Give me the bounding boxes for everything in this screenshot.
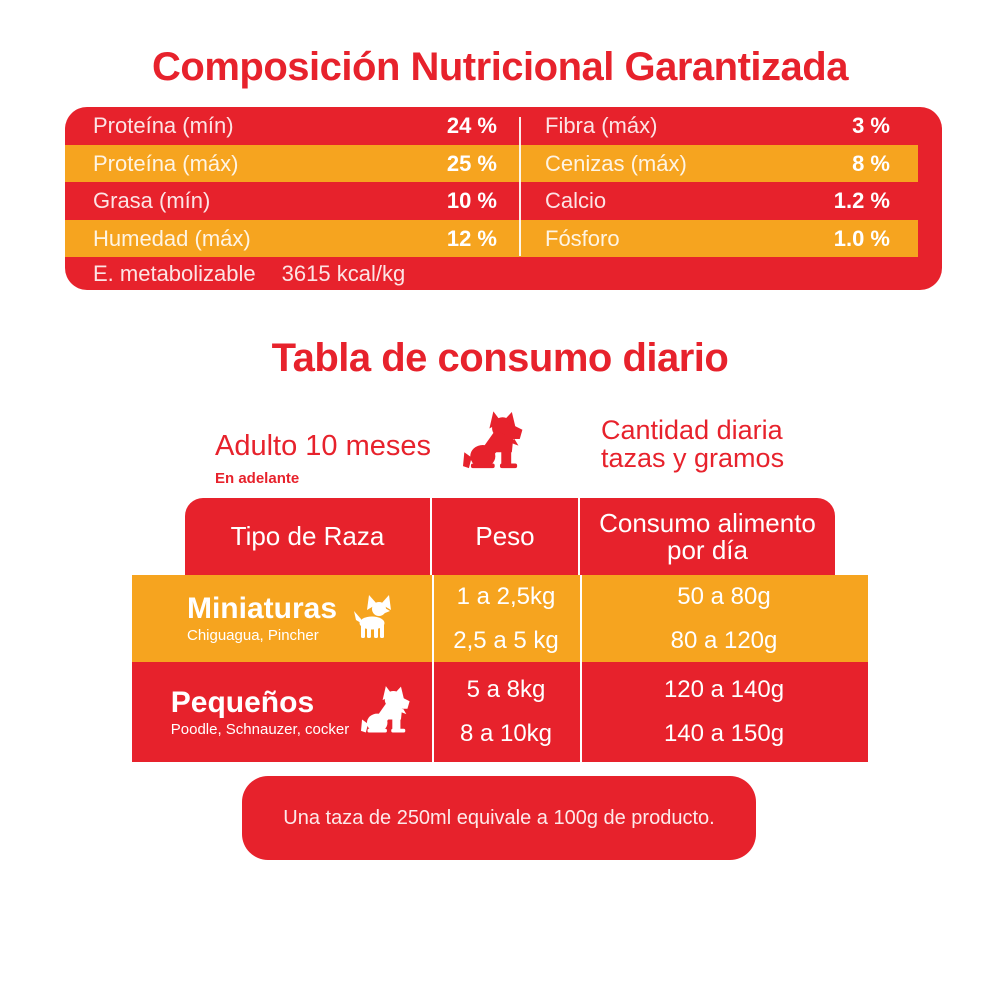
weight-range: 8 a 10kg — [459, 720, 553, 747]
note-banner: Una taza de 250ml equivale a 100g de pro… — [242, 776, 756, 860]
nutrient-label: Fósforo — [545, 225, 620, 251]
breed-examples: Poodle, Schnauzer, cocker — [170, 720, 350, 738]
nutrient-label: Proteína (máx) — [93, 150, 239, 176]
header-consumption: Consumo alimento por día — [580, 498, 835, 575]
age-group-subtitle: En adelante — [215, 470, 300, 487]
daily-amount-line2: tazas y gramos — [601, 443, 785, 473]
nutrient-value: 8 % — [852, 150, 890, 176]
nutrition-table: Proteína (mín) 24 % Fibra (máx) 3 % Prot… — [65, 107, 942, 290]
weight-cell: 1 a 2,5kg 2,5 a 5 kg — [432, 575, 580, 662]
chihuahua-dog-icon — [354, 594, 392, 638]
nutrition-cell: Cenizas (máx) 8 % — [520, 151, 942, 177]
nutrient-value: 1.0 % — [833, 225, 890, 251]
consumption-table-header: Tipo de Raza Peso Consumo alimento por d… — [185, 498, 835, 575]
nutrient-label: Fibra (máx) — [545, 113, 658, 138]
nutrition-cell: Calcio 1.2 % — [520, 188, 942, 214]
nutrient-label: Humedad (máx) — [93, 225, 251, 251]
food-amount: 120 a 140g — [663, 676, 785, 703]
column-divider — [519, 117, 521, 256]
weight-range: 2,5 a 5 kg — [453, 626, 559, 654]
nutrient-value: 24 % — [446, 113, 497, 138]
nutrient-label: Grasa (mín) — [93, 188, 211, 213]
food-amount: 80 a 120g — [670, 626, 778, 654]
breed-text: Pequeños Poodle, Schnauzer, cocker — [170, 685, 350, 738]
nutrition-cell: Fósforo 1.0 % — [520, 226, 942, 252]
sitting-dog-icon — [463, 411, 523, 469]
nutrient-label: Calcio — [545, 188, 607, 213]
nutrition-cell: Proteína (máx) 25 % — [65, 151, 520, 177]
table-row-miniaturas: Miniaturas Chiguagua, Pincher — [132, 575, 868, 662]
breed-name: Pequeños — [170, 685, 315, 719]
food-amount: 50 a 80g — [677, 582, 771, 610]
age-group-title: Adulto 10 meses — [215, 430, 432, 462]
nutrition-cell: Grasa (mín) 10 % — [65, 188, 520, 214]
nutrition-cell: Humedad (máx) 12 % — [65, 226, 520, 252]
amount-cell: 120 a 140g 140 a 150g — [580, 662, 868, 762]
nutrition-cell: Proteína (mín) 24 % — [65, 113, 520, 139]
daily-amount-label: Cantidad diaria tazas y gramos — [601, 416, 784, 472]
header-consumption-line2: por día — [667, 534, 748, 565]
header-consumption-line1: Consumo alimento — [599, 507, 816, 538]
nutrient-value: 3 % — [852, 113, 890, 138]
food-amount: 140 a 150g — [663, 720, 785, 747]
breed-text: Miniaturas Chiguagua, Pincher — [186, 592, 338, 645]
nutrition-row: Proteína (mín) 24 % Fibra (máx) 3 % — [65, 107, 942, 145]
nutrition-row: Grasa (mín) 10 % Calcio 1.2 % — [65, 182, 942, 220]
nutrient-value: 25 % — [446, 150, 497, 176]
age-group: Adulto 10 meses En adelante — [215, 430, 431, 487]
table-row-pequenos: Pequeños Poodle, Schnauzer, cocker — [132, 662, 868, 762]
nutrient-label: Cenizas (máx) — [545, 150, 687, 176]
nutrition-row: Humedad (máx) 12 % Fósforo 1.0 % — [65, 220, 942, 257]
table-column-divider — [432, 575, 434, 762]
energy-label: E. metabolizable — [93, 260, 256, 286]
weight-range: 5 a 8kg — [466, 676, 546, 703]
amount-cell: 50 a 80g 80 a 120g — [580, 575, 868, 662]
nutrient-value: 1.2 % — [833, 188, 890, 213]
header-breed: Tipo de Raza — [185, 498, 432, 575]
breed-cell: Pequeños Poodle, Schnauzer, cocker — [132, 662, 432, 762]
nutrition-title: Composición Nutricional Garantizada — [152, 45, 848, 89]
note-text: Una taza de 250ml equivale a 100g de pro… — [283, 806, 715, 829]
daily-amount-line1: Cantidad diaria — [601, 415, 783, 445]
breed-cell: Miniaturas Chiguagua, Pincher — [132, 575, 432, 662]
nutrient-label: Proteína (mín) — [93, 113, 234, 138]
nutrition-cell: Fibra (máx) 3 % — [520, 113, 942, 139]
header-weight: Peso — [432, 498, 580, 575]
consumption-table-body: Miniaturas Chiguagua, Pincher — [132, 575, 868, 762]
breed-examples: Chiguagua, Pincher — [186, 627, 319, 644]
energy-value: 3615 kcal/kg — [281, 260, 406, 286]
breed-name: Miniaturas — [186, 592, 338, 625]
nutrient-value: 12 % — [446, 225, 497, 251]
weight-range: 1 a 2,5kg — [456, 582, 556, 610]
weight-cell: 5 a 8kg 8 a 10kg — [432, 662, 580, 762]
table-column-divider — [580, 575, 582, 762]
energy-row: E. metabolizable 3615 kcal/kg — [65, 257, 942, 290]
nutrition-row: Proteína (máx) 25 % Cenizas (máx) 8 % — [65, 145, 942, 182]
nutrient-value: 10 % — [446, 188, 497, 213]
sitting-dog-icon — [361, 686, 410, 733]
consumption-title: Tabla de consumo diario — [271, 336, 729, 380]
